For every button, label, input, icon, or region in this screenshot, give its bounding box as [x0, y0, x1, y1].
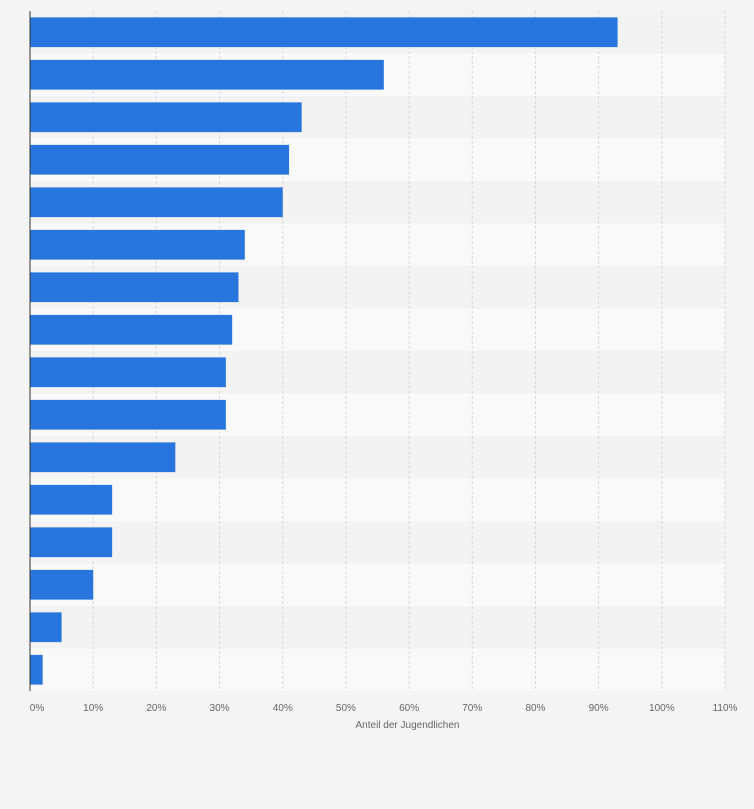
x-tick-label: 30%	[210, 703, 230, 714]
x-tick-label: 80%	[525, 703, 545, 714]
x-tick-label: 0%	[30, 703, 45, 714]
bar[interactable]	[30, 102, 302, 133]
bar[interactable]	[30, 569, 94, 600]
x-tick-label: 10%	[83, 703, 103, 714]
bars	[30, 17, 618, 685]
x-tick-label: 50%	[336, 703, 356, 714]
x-tick-label: 20%	[146, 703, 166, 714]
bar[interactable]	[30, 442, 176, 473]
x-tick-label: 100%	[649, 703, 675, 714]
bar[interactable]	[30, 314, 233, 345]
x-tick-label: 60%	[399, 703, 419, 714]
bar[interactable]	[30, 399, 226, 430]
x-tick-label: 70%	[462, 703, 482, 714]
row-band	[30, 648, 725, 691]
row-band	[30, 478, 725, 521]
bar[interactable]	[30, 484, 113, 515]
bar[interactable]	[30, 612, 62, 643]
bar[interactable]	[30, 144, 290, 175]
bar[interactable]	[30, 59, 384, 90]
row-band	[30, 606, 725, 649]
bar[interactable]	[30, 17, 618, 48]
bar[interactable]	[30, 187, 283, 218]
bar[interactable]	[30, 229, 245, 260]
x-tick-label: 40%	[273, 703, 293, 714]
x-tick-label: 110%	[713, 703, 738, 714]
bar[interactable]	[30, 272, 239, 303]
bar[interactable]	[30, 527, 113, 558]
row-band	[30, 563, 725, 606]
gridlines	[92, 11, 726, 691]
bar[interactable]	[30, 357, 226, 388]
x-axis-ticks: 0% 10% 20% 30% 40% 50% 60% 70% 80% 90% 100% 110%	[30, 703, 738, 714]
x-tick-label: 90%	[589, 703, 609, 714]
bar[interactable]	[30, 654, 43, 685]
row-band	[30, 521, 725, 564]
x-axis-title: Anteil der Jugendlichen	[356, 720, 460, 731]
